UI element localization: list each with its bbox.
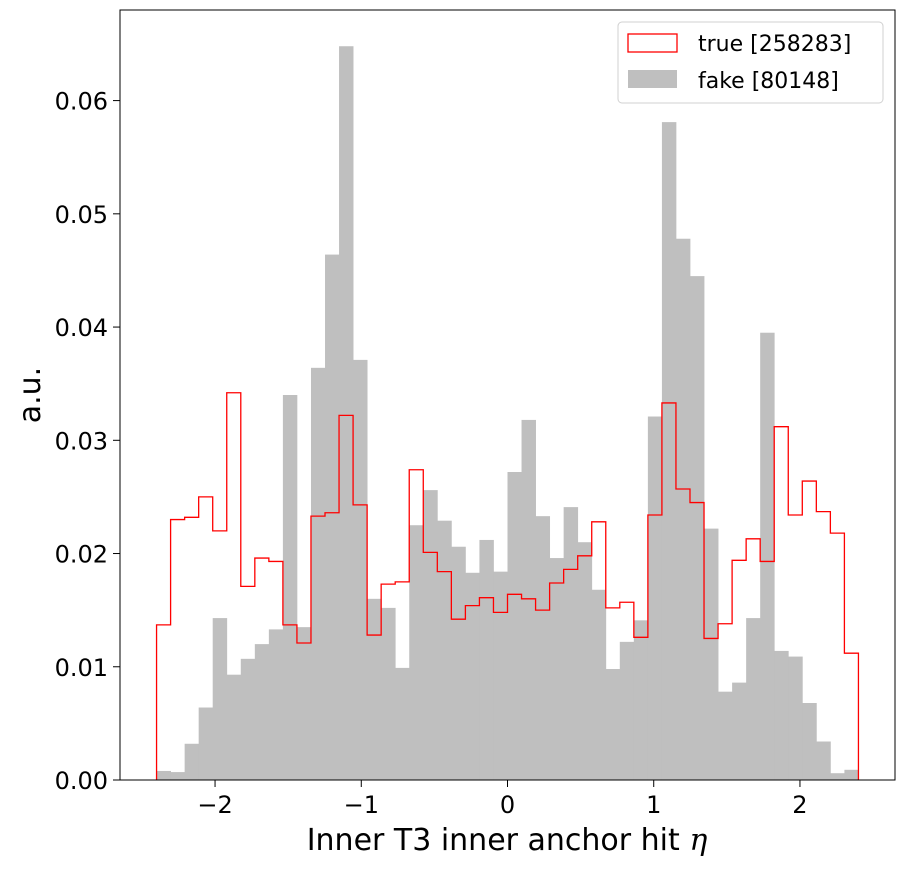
x-axis-title: Inner T3 inner anchor hit η: [307, 823, 708, 858]
y-axis-ticks: 0.00 0.01 0.02 0.03 0.04 0.05 0.06: [55, 88, 120, 795]
y-tick-label: 0.05: [55, 201, 108, 229]
fake-histogram-bars: [156, 46, 859, 781]
fake-bar: [830, 773, 845, 780]
legend-swatch-true: [627, 33, 678, 53]
fake-bar: [451, 546, 466, 780]
fake-bar: [844, 769, 859, 780]
fake-bar: [774, 650, 789, 780]
fake-bar: [423, 490, 438, 780]
legend-swatch-fake: [628, 70, 677, 88]
fake-bar: [507, 472, 522, 780]
fake-bar: [732, 682, 747, 780]
fake-bar: [381, 607, 396, 780]
fake-bar: [325, 254, 340, 780]
fake-bar: [198, 707, 214, 780]
fake-bar: [465, 572, 480, 780]
fake-bar: [647, 416, 663, 780]
fake-bar: [339, 46, 354, 781]
fake-bar: [563, 507, 579, 780]
fake-bar: [479, 539, 494, 780]
fake-bar: [605, 669, 621, 780]
fake-bar: [296, 627, 312, 780]
fake-bar: [535, 516, 551, 780]
fake-bar: [240, 658, 256, 780]
fake-bar: [675, 238, 691, 780]
fake-bar: [437, 520, 452, 780]
fake-bar: [367, 598, 382, 780]
x-tick-label: 2: [792, 791, 807, 819]
fake-bar: [170, 772, 186, 780]
y-tick-label: 0.00: [55, 767, 108, 795]
fake-bar: [746, 618, 761, 780]
fake-bar: [310, 367, 326, 780]
fake-bar: [493, 571, 508, 780]
fake-bar: [409, 525, 424, 780]
x-tick-label: −2: [197, 791, 232, 819]
legend: true [258283] fake [80148]: [617, 21, 884, 104]
y-axis-title: a.u.: [13, 367, 48, 423]
fake-bar: [633, 620, 649, 780]
true-histogram-step-line: [155, 392, 860, 780]
fake-bar: [802, 703, 817, 780]
y-tick-label: 0.01: [55, 654, 108, 682]
x-tick-label: −1: [344, 791, 379, 819]
fake-bar: [395, 667, 410, 780]
fake-bar: [760, 332, 775, 780]
fake-bar: [689, 276, 705, 780]
fake-bar: [212, 618, 228, 780]
fake-bar: [718, 691, 733, 780]
fake-bar: [184, 743, 200, 780]
fake-bar: [816, 741, 831, 780]
fake-bar: [254, 644, 270, 780]
fake-bar: [549, 558, 565, 780]
legend-label-true: true [258283]: [698, 32, 851, 57]
y-tick-label: 0.04: [55, 314, 108, 342]
fake-bar: [521, 419, 536, 780]
x-tick-label: 0: [500, 791, 515, 819]
fake-bar: [619, 641, 635, 780]
fake-bar: [156, 770, 171, 780]
fake-bar: [268, 629, 284, 780]
fake-bar: [788, 656, 803, 780]
fake-bar: [591, 589, 607, 780]
fake-bar: [226, 674, 242, 780]
legend-box: [617, 21, 884, 104]
x-tick-label: 1: [646, 791, 661, 819]
legend-label-fake: fake [80148]: [698, 69, 839, 94]
y-tick-label: 0.03: [55, 427, 108, 455]
x-axis-ticks: −2 −1 0 1 2: [197, 780, 808, 819]
y-tick-label: 0.02: [55, 541, 108, 569]
fake-bar: [282, 395, 298, 780]
fake-bar: [704, 528, 719, 780]
fake-bar: [577, 542, 593, 780]
fake-bar: [661, 122, 677, 780]
y-tick-label: 0.06: [55, 88, 108, 116]
fake-bar: [353, 359, 368, 780]
